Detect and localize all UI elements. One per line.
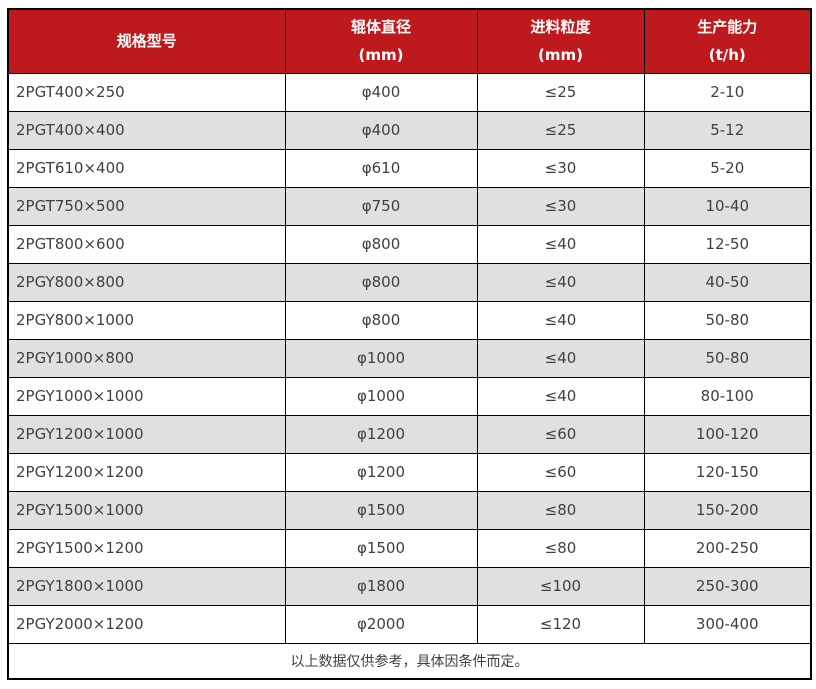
table-cell-feed-size: ≤40 bbox=[476, 376, 645, 416]
column-label: 生产能力 bbox=[697, 18, 758, 37]
header-cell-model: 规格型号 bbox=[7, 8, 286, 74]
table-cell-model: 2PGT400×400 bbox=[7, 110, 286, 150]
table-row: 2PGY1000×1000 φ1000 ≤40 80-100 bbox=[7, 376, 812, 416]
table-cell-diameter: φ750 bbox=[284, 186, 478, 226]
header-cell-capacity: 生产能力 (t/h) bbox=[643, 8, 812, 74]
table-cell-capacity: 250-300 bbox=[643, 566, 812, 606]
table-row: 2PGT400×250 φ400 ≤25 2-10 bbox=[7, 72, 812, 112]
table-cell-diameter: φ1000 bbox=[284, 376, 478, 416]
table-row: 2PGY800×1000 φ800 ≤40 50-80 bbox=[7, 300, 812, 340]
table-cell-capacity: 10-40 bbox=[643, 186, 812, 226]
header-row: 规格型号 辊体直径 (mm) 进料粒度 (mm) bbox=[7, 8, 812, 74]
column-unit: (mm) bbox=[538, 46, 583, 65]
table-cell-model: 2PGY1500×1000 bbox=[7, 490, 286, 530]
table-cell-model: 2PGY800×800 bbox=[7, 262, 286, 302]
column-label: 辊体直径 bbox=[350, 18, 411, 37]
column-unit: (mm) bbox=[358, 46, 404, 65]
table-cell-diameter: φ800 bbox=[284, 224, 478, 264]
table-cell-feed-size: ≤100 bbox=[476, 566, 645, 606]
table-cell-diameter: φ1800 bbox=[284, 566, 478, 606]
table-row: 2PGY1500×1000 φ1500 ≤80 150-200 bbox=[7, 490, 812, 530]
table-cell-capacity: 5-12 bbox=[643, 110, 812, 150]
footnote: 以上数据仅供参考，具体因条件而定。 bbox=[7, 642, 812, 680]
table-body: 2PGT400×250 φ400 ≤25 2-10 2PGT400×400 φ4… bbox=[7, 72, 812, 644]
table-cell-feed-size: ≤30 bbox=[476, 148, 645, 188]
table-cell-model: 2PGT750×500 bbox=[7, 186, 286, 226]
table-cell-diameter: φ800 bbox=[284, 300, 478, 340]
table-cell-model: 2PGY1500×1200 bbox=[7, 528, 286, 568]
table-cell-capacity: 200-250 bbox=[643, 528, 812, 568]
table-cell-feed-size: ≤40 bbox=[476, 224, 645, 264]
table-cell-capacity: 300-400 bbox=[643, 604, 812, 644]
table-cell-feed-size: ≤40 bbox=[476, 262, 645, 302]
table-cell-feed-size: ≤30 bbox=[476, 186, 645, 226]
table-cell-diameter: φ400 bbox=[284, 72, 478, 112]
spec-table: 规格型号 辊体直径 (mm) 进料粒度 (mm) bbox=[7, 8, 812, 680]
table-cell-feed-size: ≤40 bbox=[476, 300, 645, 340]
footnote-row: 以上数据仅供参考，具体因条件而定。 bbox=[7, 642, 812, 680]
table-cell-diameter: φ1500 bbox=[284, 528, 478, 568]
table-cell-model: 2PGY800×1000 bbox=[7, 300, 286, 340]
table-cell-model: 2PGY2000×1200 bbox=[7, 604, 286, 644]
table-cell-diameter: φ800 bbox=[284, 262, 478, 302]
header-cell-feed-size: 进料粒度 (mm) bbox=[476, 8, 645, 74]
table-cell-diameter: φ400 bbox=[284, 110, 478, 150]
table-row: 2PGY800×800 φ800 ≤40 40-50 bbox=[7, 262, 812, 302]
table-cell-diameter: φ1200 bbox=[284, 414, 478, 454]
table-row: 2PGY1200×1000 φ1200 ≤60 100-120 bbox=[7, 414, 812, 454]
table-cell-feed-size: ≤60 bbox=[476, 414, 645, 454]
table-cell-model: 2PGY1000×800 bbox=[7, 338, 286, 378]
table-cell-model: 2PGY1200×1200 bbox=[7, 452, 286, 492]
table-cell-diameter: φ1000 bbox=[284, 338, 478, 378]
table-cell-feed-size: ≤120 bbox=[476, 604, 645, 644]
table-cell-model: 2PGT400×250 bbox=[7, 72, 286, 112]
table-cell-diameter: φ2000 bbox=[284, 604, 478, 644]
table-cell-feed-size: ≤25 bbox=[476, 72, 645, 112]
table-row: 2PGY2000×1200 φ2000 ≤120 300-400 bbox=[7, 604, 812, 644]
table-cell-capacity: 100-120 bbox=[643, 414, 812, 454]
table-cell-feed-size: ≤80 bbox=[476, 528, 645, 568]
table-cell-feed-size: ≤80 bbox=[476, 490, 645, 530]
table-cell-capacity: 40-50 bbox=[643, 262, 812, 302]
table-cell-model: 2PGY1800×1000 bbox=[7, 566, 286, 606]
table-row: 2PGY1800×1000 φ1800 ≤100 250-300 bbox=[7, 566, 812, 606]
table-row: 2PGY1200×1200 φ1200 ≤60 120-150 bbox=[7, 452, 812, 492]
column-label: 规格型号 bbox=[116, 32, 177, 51]
table-row: 2PGY1500×1200 φ1500 ≤80 200-250 bbox=[7, 528, 812, 568]
table-cell-capacity: 120-150 bbox=[643, 452, 812, 492]
table-cell-diameter: φ1500 bbox=[284, 490, 478, 530]
table-row: 2PGT800×600 φ800 ≤40 12-50 bbox=[7, 224, 812, 264]
table-row: 2PGY1000×800 φ1000 ≤40 50-80 bbox=[7, 338, 812, 378]
table-cell-model: 2PGY1200×1000 bbox=[7, 414, 286, 454]
table-cell-capacity: 2-10 bbox=[643, 72, 812, 112]
table-cell-model: 2PGY1000×1000 bbox=[7, 376, 286, 416]
table-cell-model: 2PGT610×400 bbox=[7, 148, 286, 188]
table-cell-diameter: φ610 bbox=[284, 148, 478, 188]
column-label: 进料粒度 bbox=[530, 18, 591, 37]
table-row: 2PGT400×400 φ400 ≤25 5-12 bbox=[7, 110, 812, 150]
table-row: 2PGT610×400 φ610 ≤30 5-20 bbox=[7, 148, 812, 188]
table-cell-capacity: 80-100 bbox=[643, 376, 812, 416]
table-cell-model: 2PGT800×600 bbox=[7, 224, 286, 264]
table-cell-capacity: 12-50 bbox=[643, 224, 812, 264]
table-cell-diameter: φ1200 bbox=[284, 452, 478, 492]
table-cell-feed-size: ≤60 bbox=[476, 452, 645, 492]
table-row: 2PGT750×500 φ750 ≤30 10-40 bbox=[7, 186, 812, 226]
table-cell-capacity: 5-20 bbox=[643, 148, 812, 188]
table-cell-capacity: 50-80 bbox=[643, 338, 812, 378]
table-cell-capacity: 150-200 bbox=[643, 490, 812, 530]
column-unit: (t/h) bbox=[708, 46, 746, 65]
table-cell-capacity: 50-80 bbox=[643, 300, 812, 340]
header-cell-diameter: 辊体直径 (mm) bbox=[284, 8, 478, 74]
table-cell-feed-size: ≤25 bbox=[476, 110, 645, 150]
table-cell-feed-size: ≤40 bbox=[476, 338, 645, 378]
